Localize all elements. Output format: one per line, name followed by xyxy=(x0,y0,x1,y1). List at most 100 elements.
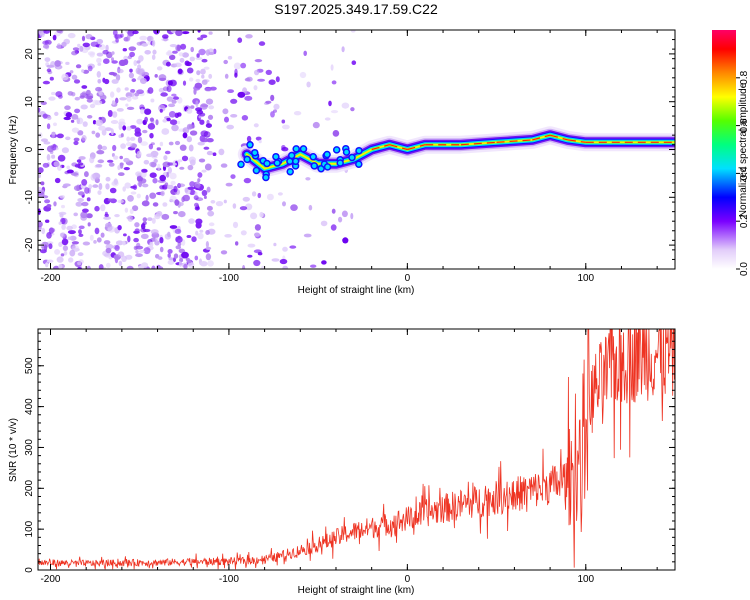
colorbar: 0.0 0.2 0.4 0.6 0.8 Normalized spectral ampl… xyxy=(712,30,750,276)
noise-blob xyxy=(169,119,178,125)
noise-blob xyxy=(46,64,55,68)
noise-blob xyxy=(96,71,102,78)
spectrogram-y-tick-label: -20 xyxy=(24,237,35,252)
noise-blob xyxy=(156,66,163,71)
noise-blob xyxy=(45,262,49,268)
colorbar-tick-label: 0.8 xyxy=(739,70,750,84)
noise-blob xyxy=(126,126,132,131)
signal-clump xyxy=(262,173,270,182)
noise-blob xyxy=(186,108,193,114)
noise-blob xyxy=(48,96,56,101)
noise-blob xyxy=(138,250,145,253)
noise-blob xyxy=(68,257,74,263)
noise-blob xyxy=(240,62,247,69)
noise-blob xyxy=(175,236,183,243)
spectrogram-y-ticks: -20 -10 0 10 20 xyxy=(24,29,675,270)
noise-blob xyxy=(112,30,118,36)
noise-blob xyxy=(82,42,91,48)
noise-blob xyxy=(42,162,50,168)
noise-blob xyxy=(58,94,63,99)
noise-blob xyxy=(133,60,138,66)
noise-blob xyxy=(159,246,164,253)
noise-blob xyxy=(177,183,186,188)
noise-blob xyxy=(201,169,207,173)
noise-blob xyxy=(147,217,153,222)
noise-blob xyxy=(134,127,141,134)
noise-blob xyxy=(179,144,187,151)
noise-blob xyxy=(135,253,143,258)
noise-blob xyxy=(145,194,149,201)
noise-blob xyxy=(78,229,82,235)
noise-blob xyxy=(150,98,155,103)
noise-blob xyxy=(194,206,200,211)
figure-title: S197.2025.349.17.59.C22 xyxy=(274,1,438,17)
noise-blob xyxy=(271,258,280,262)
noise-blob xyxy=(90,173,96,181)
noise-blob xyxy=(247,243,256,248)
signal-clump xyxy=(292,145,300,153)
spectrogram-y-tick-label: 20 xyxy=(24,48,35,60)
noise-blob xyxy=(40,101,47,106)
noise-blob xyxy=(144,50,151,55)
noise-blob xyxy=(59,195,65,199)
noise-blob xyxy=(204,87,213,92)
noise-blob xyxy=(140,171,147,178)
noise-blob xyxy=(242,265,246,269)
noise-blob xyxy=(163,171,167,176)
spectrogram-y-label: Frequency (Hz) xyxy=(8,116,19,185)
snr-series xyxy=(38,329,675,570)
noise-blob xyxy=(293,111,302,116)
noise-blob xyxy=(120,33,124,38)
noise-blob xyxy=(81,201,89,207)
noise-blob xyxy=(156,210,163,217)
noise-blob xyxy=(186,123,193,130)
noise-blob xyxy=(257,78,265,82)
noise-blob xyxy=(341,102,350,109)
noise-blob xyxy=(258,139,262,144)
noise-blob xyxy=(181,155,189,162)
noise-blob xyxy=(117,251,125,258)
noise-blob xyxy=(180,43,187,50)
noise-blob xyxy=(253,123,259,128)
noise-blob xyxy=(152,202,159,207)
noise-blob xyxy=(253,85,258,91)
noise-blob xyxy=(58,30,64,34)
noise-blob xyxy=(169,172,177,180)
noise-blob xyxy=(173,96,179,100)
noise-blob xyxy=(110,120,119,124)
snr-x-tick-label: 0 xyxy=(405,574,411,585)
noise-blob xyxy=(115,74,121,81)
noise-blob xyxy=(126,265,134,269)
noise-blob xyxy=(168,111,176,118)
noise-blob xyxy=(137,136,143,144)
noise-blob xyxy=(308,204,313,211)
noise-blob xyxy=(205,246,212,250)
noise-blob xyxy=(159,77,167,81)
noise-blob xyxy=(129,125,137,129)
noise-blob xyxy=(130,89,136,93)
noise-blob xyxy=(194,181,201,189)
noise-blob xyxy=(169,54,176,60)
noise-blob xyxy=(78,225,85,230)
noise-blob xyxy=(77,198,84,202)
noise-blob xyxy=(328,100,332,107)
noise-blob xyxy=(80,104,88,110)
noise-blob xyxy=(46,259,54,263)
noise-blob xyxy=(100,204,106,212)
signal-clump xyxy=(332,146,341,154)
noise-blob xyxy=(203,146,210,150)
noise-blob xyxy=(78,233,84,237)
spectrogram-x-tick-label: -100 xyxy=(219,273,239,284)
noise-blob xyxy=(171,93,177,97)
noise-blob xyxy=(110,128,114,136)
noise-blob xyxy=(96,237,102,243)
noise-blob xyxy=(75,201,83,207)
noise-blob xyxy=(159,185,165,190)
noise-blob xyxy=(282,246,288,252)
noise-blob xyxy=(268,79,276,85)
noise-blob xyxy=(63,183,71,187)
noise-blob xyxy=(38,167,44,174)
signal-trace-core xyxy=(567,139,586,143)
noise-blob xyxy=(70,119,75,123)
